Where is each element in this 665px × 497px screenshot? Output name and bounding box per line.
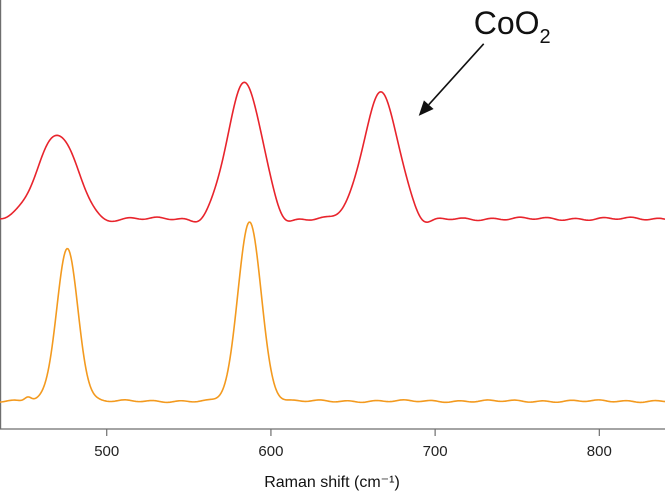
series-group [0, 81, 665, 404]
annotation-subscript: 2 [540, 26, 551, 48]
x-axis-title: Raman shift (cm⁻¹) [264, 474, 400, 491]
x-tick-label-700: 700 [423, 443, 448, 460]
x-tick-label-800: 800 [587, 443, 612, 460]
annotation-arrow-head [418, 100, 434, 116]
annotation-label: CoO2 [474, 5, 551, 48]
x-tick-label-600: 600 [258, 443, 283, 460]
x-tick-label-500: 500 [94, 443, 119, 460]
annotation-arrow-shaft [428, 43, 485, 106]
x-tick-group: 500 600 700 800 [94, 429, 612, 460]
annotation-group: CoO2 [418, 5, 551, 116]
series-line-1 [0, 81, 665, 223]
series-line-2 [0, 221, 665, 404]
